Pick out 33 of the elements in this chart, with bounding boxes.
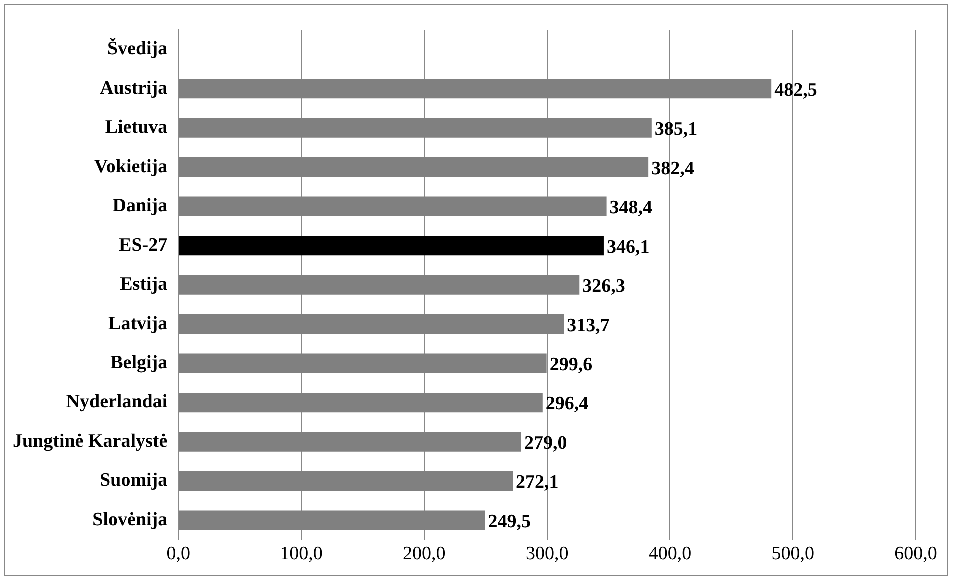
- data-label: 249,5: [488, 511, 532, 532]
- y-tick-label: Estija: [120, 274, 168, 296]
- bar: [179, 236, 604, 256]
- y-tick-label: Lietuva: [105, 117, 168, 138]
- y-tick-label: Jungtinė Karalystė: [12, 430, 168, 452]
- y-tick-label: Belgija: [110, 352, 168, 374]
- x-tick-label: 300,0: [526, 544, 569, 565]
- y-tick-label: Nyderlandai: [66, 392, 168, 413]
- x-tick-label: 0,0: [166, 544, 191, 565]
- data-label: 313,7: [567, 315, 610, 336]
- data-label: 279,0: [524, 432, 568, 454]
- y-tick-label: Slovėnija: [92, 509, 168, 530]
- data-label: 385,1: [654, 119, 698, 140]
- y-tick-label: Vokietija: [94, 156, 168, 178]
- x-tick-label: 200,0: [403, 544, 446, 565]
- y-tick-label: Latvija: [108, 313, 168, 334]
- y-tick-label: Austrija: [100, 78, 168, 99]
- data-label: 348,4: [610, 198, 654, 219]
- y-tick-label: Danija: [112, 196, 168, 217]
- data-label: 382,4: [652, 158, 695, 180]
- data-label: 296,4: [546, 394, 590, 415]
- x-tick-label: 500,0: [772, 544, 814, 565]
- y-tick-label: Švedija: [107, 38, 168, 60]
- data-label: 482,5: [774, 80, 818, 101]
- x-tick-label: 100,0: [280, 544, 323, 565]
- x-tick-label: 600,0: [894, 544, 938, 565]
- x-tick-label: 400,0: [648, 544, 692, 565]
- data-label: 346,1: [606, 236, 650, 258]
- data-label: 272,1: [516, 472, 559, 494]
- data-label: 299,6: [550, 354, 593, 376]
- y-tick-label: Suomija: [100, 470, 168, 492]
- y-tick-label: ES-27: [119, 234, 168, 256]
- data-label: 326,3: [582, 276, 626, 298]
